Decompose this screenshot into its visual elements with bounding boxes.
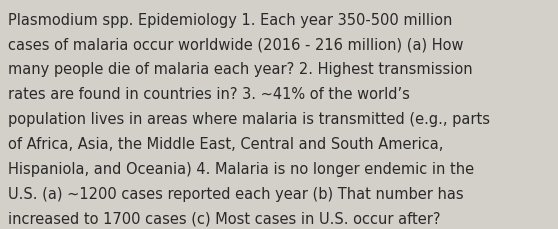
Text: many people die of malaria each year? 2. Highest transmission: many people die of malaria each year? 2.… xyxy=(8,62,473,77)
Text: Plasmodium spp. Epidemiology 1. Each year 350-500 million: Plasmodium spp. Epidemiology 1. Each yea… xyxy=(8,13,453,27)
Text: cases of malaria occur worldwide (2016 - 216 million) (a) How: cases of malaria occur worldwide (2016 -… xyxy=(8,37,464,52)
Text: U.S. (a) ~1200 cases reported each year (b) That number has: U.S. (a) ~1200 cases reported each year … xyxy=(8,186,464,201)
Text: Hispaniola, and Oceania) 4. Malaria is no longer endemic in the: Hispaniola, and Oceania) 4. Malaria is n… xyxy=(8,161,474,176)
Text: rates are found in countries in? 3. ~41% of the world’s: rates are found in countries in? 3. ~41%… xyxy=(8,87,410,102)
Text: of Africa, Asia, the Middle East, Central and South America,: of Africa, Asia, the Middle East, Centra… xyxy=(8,136,444,151)
Text: population lives in areas where malaria is transmitted (e.g., parts: population lives in areas where malaria … xyxy=(8,112,490,126)
Text: increased to 1700 cases (c) Most cases in U.S. occur after?: increased to 1700 cases (c) Most cases i… xyxy=(8,210,441,225)
